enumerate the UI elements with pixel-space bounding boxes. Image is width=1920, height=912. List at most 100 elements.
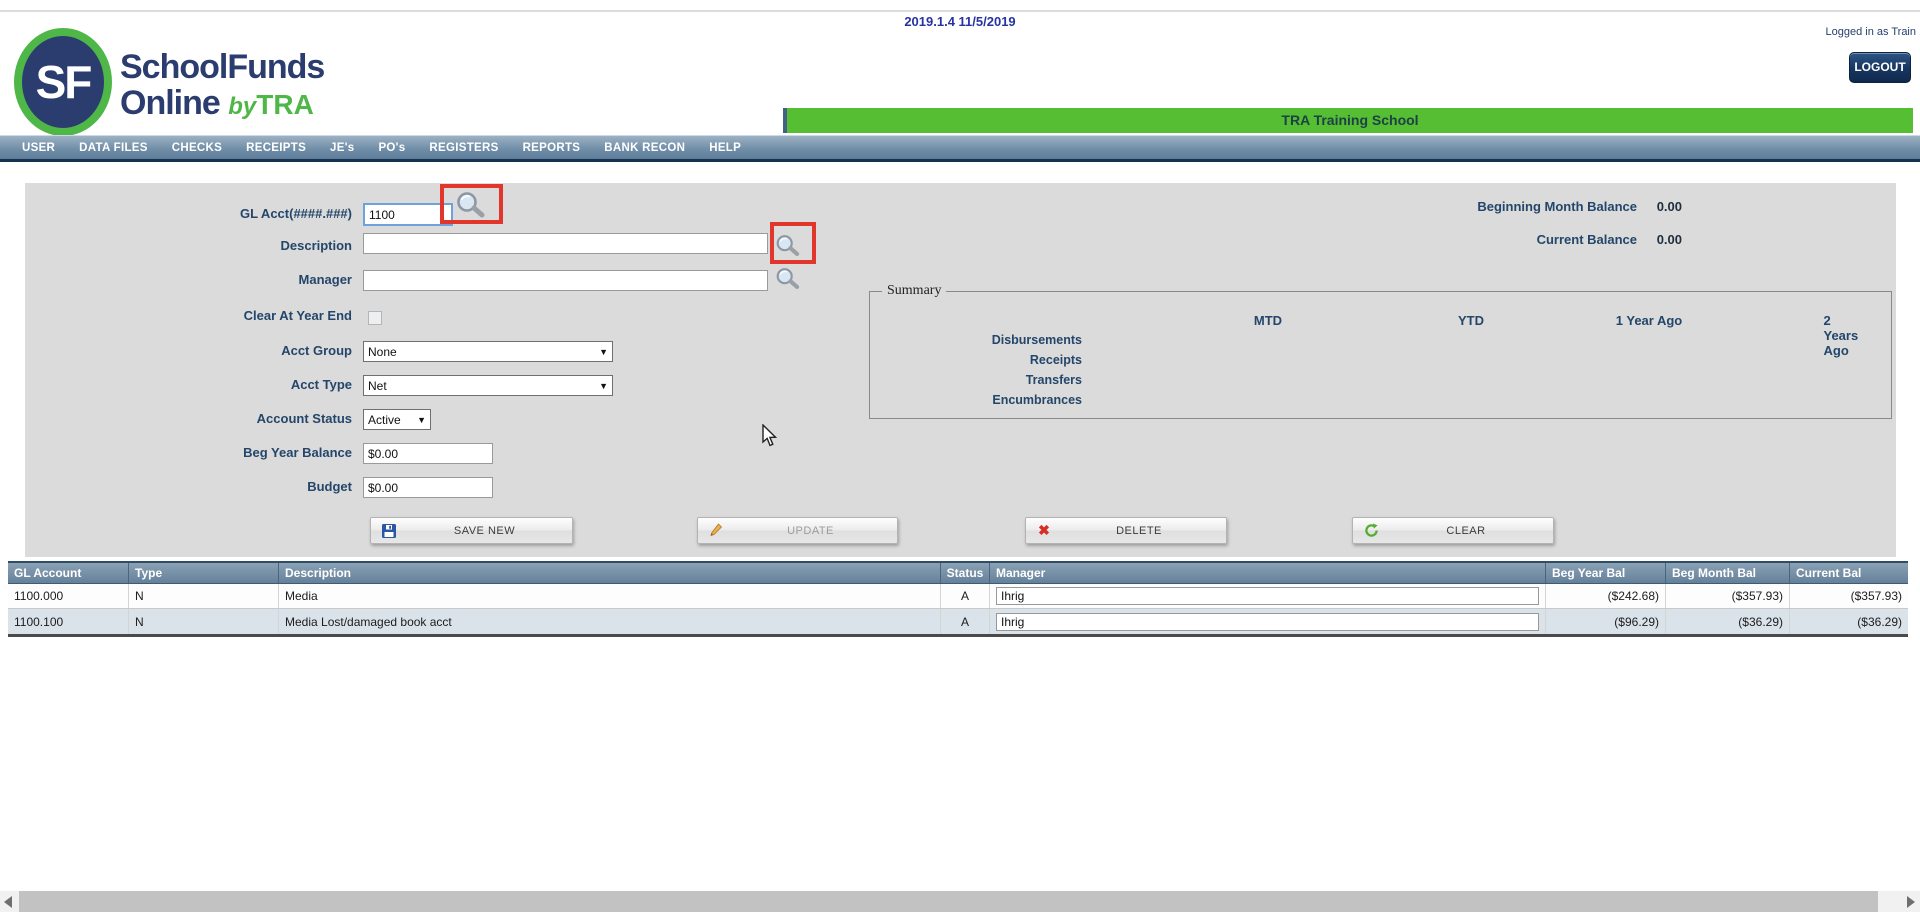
menu-jes[interactable]: JE's — [330, 141, 355, 154]
header-description[interactable]: Description — [279, 563, 941, 583]
header-current-bal[interactable]: Current Bal — [1796, 566, 1862, 580]
header-status[interactable]: Status — [941, 563, 990, 583]
budget-label: Budget — [307, 479, 352, 494]
acct-group-label: Acct Group — [281, 343, 352, 358]
cell-beg-month-bal: ($36.29) — [1666, 609, 1790, 634]
description-search-icon[interactable] — [774, 234, 802, 259]
clear-at-year-end-checkbox[interactable] — [368, 311, 382, 325]
header-manager[interactable]: Manager — [990, 563, 1546, 583]
menu-help[interactable]: HELP — [709, 141, 742, 154]
account-status-select[interactable]: Active — [363, 409, 431, 430]
summary-row-disbursements: Disbursements — [991, 333, 1082, 347]
cell-beg-year-bal: ($96.29) — [1546, 609, 1666, 634]
gl-acct-input[interactable] — [363, 203, 453, 226]
header-gl-account[interactable]: GL Account — [8, 563, 129, 583]
acct-type-value: Net — [368, 378, 387, 393]
gl-accounts-table: GL Account Type Description Status Manag… — [8, 561, 1908, 637]
table-row[interactable]: 1100.100 N Media Lost/damaged book acct … — [8, 609, 1908, 634]
manager-search-icon[interactable] — [774, 267, 802, 292]
account-status-label: Account Status — [256, 411, 352, 426]
summary-col-mtd: MTD — [1253, 313, 1283, 328]
clear-button[interactable]: CLEAR — [1352, 517, 1554, 544]
cell-manager — [990, 584, 1546, 608]
summary-row-encumbrances: Encumbrances — [992, 393, 1082, 407]
brand-by: by — [228, 93, 257, 120]
table-row[interactable]: 1100.000 N Media A ($242.68) ($357.93) (… — [8, 584, 1908, 609]
cell-status: A — [941, 584, 990, 608]
cell-current-bal: ($36.29) — [1857, 614, 1902, 629]
menu-reports[interactable]: REPORTS — [522, 141, 581, 154]
cell-status: A — [941, 609, 990, 634]
menu-pos[interactable]: PO's — [378, 141, 406, 154]
save-new-button[interactable]: SAVE NEW — [370, 517, 573, 544]
menu-bank-recon[interactable]: BANK RECON — [604, 141, 686, 154]
summary-row-receipts: Receipts — [1029, 353, 1082, 367]
gl-acct-label: GL Acct(####.###) — [239, 206, 352, 221]
beginning-month-balance-value: 0.00 — [1656, 199, 1682, 214]
manager-input[interactable] — [363, 270, 768, 291]
delete-x-icon — [1036, 523, 1052, 539]
dropdown-arrow-icon — [599, 347, 608, 357]
menu-receipts[interactable]: RECEIPTS — [246, 141, 307, 154]
annotation-box-gl-search — [440, 184, 503, 224]
summary-col-2-years-ago: 2 Years Ago — [1823, 313, 1859, 358]
menu-user[interactable]: USER — [22, 141, 56, 154]
acct-type-label: Acct Type — [290, 377, 352, 392]
manager-label: Manager — [298, 272, 352, 287]
school-name-banner: TRA Training School — [783, 108, 1913, 133]
brand-online: Online — [120, 84, 221, 122]
summary-legend: Summary — [882, 283, 947, 299]
description-label: Description — [280, 238, 352, 253]
schoolfunds-logo: SF — [14, 28, 112, 136]
menu-checks[interactable]: CHECKS — [171, 141, 223, 154]
main-menu-bar: USER DATA FILES CHECKS RECEIPTS JE's PO'… — [0, 135, 1920, 162]
annotation-box-description-search — [770, 222, 816, 264]
refresh-icon — [1363, 523, 1379, 539]
update-button[interactable]: UPDATE — [697, 517, 898, 544]
menu-registers[interactable]: REGISTERS — [429, 141, 499, 154]
scroll-left-icon[interactable] — [4, 896, 12, 908]
header-beg-year-bal[interactable]: Beg Year Bal — [1546, 563, 1666, 583]
logout-button[interactable]: LOGOUT — [1849, 52, 1911, 83]
scrollbar-thumb[interactable] — [19, 891, 1878, 912]
summary-row-transfers: Transfers — [1025, 373, 1082, 387]
brand-tra: TRA — [256, 89, 314, 120]
description-input[interactable] — [363, 233, 768, 254]
save-new-label: SAVE NEW — [453, 524, 516, 537]
brand-name-line2: Online byTRA — [120, 84, 314, 123]
update-label: UPDATE — [787, 524, 834, 537]
menu-data-files[interactable]: DATA FILES — [79, 141, 148, 154]
scroll-right-icon[interactable] — [1907, 896, 1915, 908]
header-type[interactable]: Type — [129, 563, 279, 583]
account-form-panel — [25, 183, 1896, 557]
logged-in-text: Logged in as Train — [1825, 26, 1916, 38]
gl-acct-search-icon[interactable] — [454, 191, 488, 221]
beginning-month-balance-label: Beginning Month Balance — [1477, 199, 1637, 214]
header-beg-month-bal[interactable]: Beg Month Bal — [1666, 563, 1790, 583]
budget-input[interactable] — [363, 477, 493, 498]
beg-year-balance-input[interactable] — [363, 443, 493, 464]
pencil-icon — [708, 523, 724, 539]
summary-col-ytd: YTD — [1458, 313, 1484, 328]
acct-group-value: None — [368, 344, 397, 359]
dropdown-arrow-icon — [417, 415, 426, 425]
cell-type: N — [129, 584, 279, 608]
clear-label: CLEAR — [1446, 524, 1486, 537]
delete-label: DELETE — [1116, 524, 1162, 537]
acct-type-select[interactable]: Net — [363, 375, 613, 396]
summary-col-1-year-ago: 1 Year Ago — [1615, 313, 1683, 328]
cell-type: N — [129, 609, 279, 634]
delete-button[interactable]: DELETE — [1025, 517, 1227, 544]
horizontal-scrollbar[interactable] — [0, 891, 1920, 912]
row-manager-input[interactable] — [996, 612, 1539, 631]
cell-current-bal: ($357.93) — [1850, 589, 1902, 603]
row-manager-input[interactable] — [996, 587, 1539, 605]
mouse-cursor — [762, 424, 778, 447]
dropdown-arrow-icon — [599, 381, 608, 391]
current-balance-label: Current Balance — [1536, 232, 1637, 247]
table-header-row: GL Account Type Description Status Manag… — [8, 563, 1908, 584]
cell-beg-month-bal: ($357.93) — [1666, 584, 1790, 608]
acct-group-select[interactable]: None — [363, 341, 613, 362]
save-icon — [381, 523, 397, 539]
beg-year-balance-label: Beg Year Balance — [243, 445, 352, 460]
